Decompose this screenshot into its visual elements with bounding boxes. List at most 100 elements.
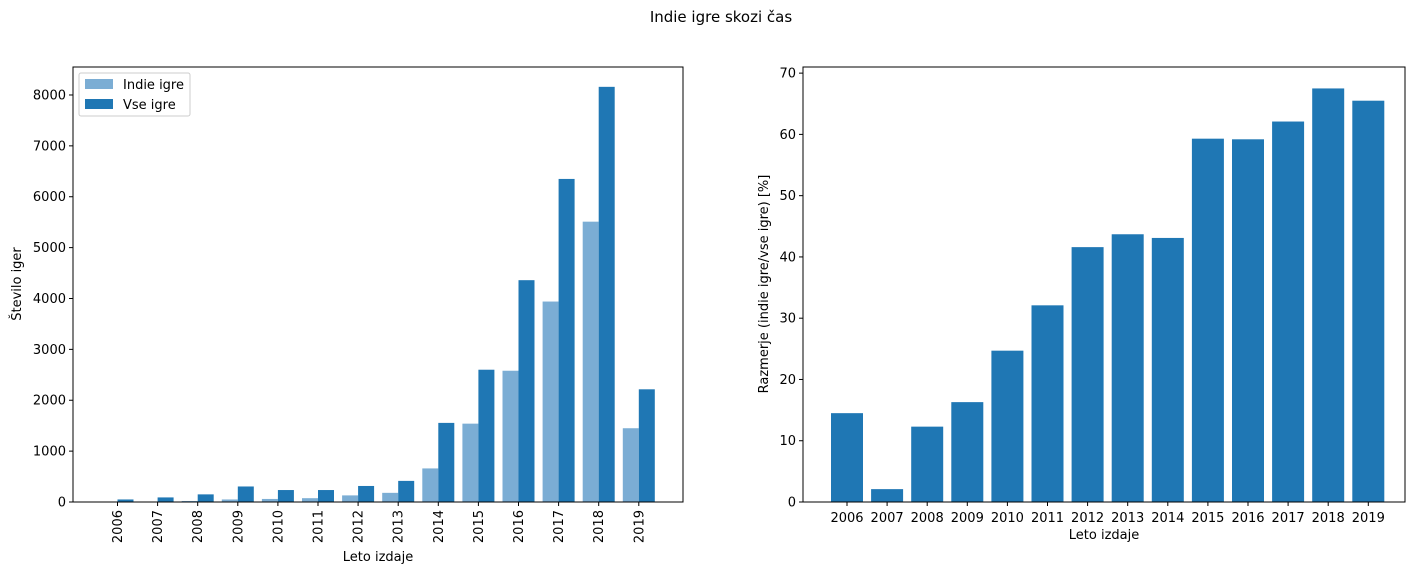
left-bar-indie-2019	[622, 428, 639, 502]
left-bar-indie-2012	[342, 495, 359, 502]
left-bar-all-2007	[157, 497, 174, 502]
right-x-axis-label: Leto izdaje	[1069, 528, 1139, 543]
left-x-tick-label: 2012	[352, 510, 367, 543]
left-bar-all-2011	[318, 490, 334, 502]
right-chart: 2006 2007 2008 2009 2010 2011 2012 2013 2014 2015…	[757, 66, 1406, 543]
left-bar-all-2006	[117, 499, 134, 502]
right-x-tick-label: 2017	[1272, 511, 1305, 526]
right-bar-2009	[951, 402, 984, 502]
left-y-tick-label: 0	[58, 496, 66, 511]
right-bar-2013	[1111, 234, 1144, 502]
right-x-tick-label: 2016	[1231, 511, 1264, 526]
left-bar-indie-2015	[462, 423, 479, 502]
right-bar-2011	[1031, 305, 1064, 502]
left-bar-all-2019	[638, 389, 655, 502]
right-y-tick-label: 70	[779, 67, 796, 82]
right-x-tick-label: 2008	[911, 511, 944, 526]
right-x-tick-label: 2015	[1191, 511, 1224, 526]
left-x-tick-label: 2013	[392, 510, 407, 543]
left-bar-all-2012	[358, 485, 375, 502]
right-bar-2008	[911, 426, 944, 502]
right-y-tick-label: 10	[779, 434, 796, 449]
left-y-tick-label: 1000	[33, 445, 66, 460]
left-bar-all-2015	[478, 369, 495, 502]
left-y-axis-label: Število iger	[9, 247, 25, 321]
right-x-tick-label: 2012	[1071, 511, 1104, 526]
left-bar-all-2009	[237, 486, 254, 502]
right-bars	[831, 88, 1385, 503]
left-bar-all-2017	[558, 178, 575, 502]
right-bar-2007	[871, 489, 904, 502]
legend-swatch-indie	[85, 79, 113, 89]
left-x-axis-label: Leto izdaje	[343, 550, 413, 565]
left-x-tick-label: 2010	[271, 510, 286, 543]
left-bar-indie-2018	[582, 221, 599, 503]
right-y-tick-label: 30	[779, 312, 796, 327]
left-bar-all-2016	[518, 280, 535, 502]
right-y-tick-label: 40	[779, 250, 796, 265]
left-y-tick-label: 5000	[33, 241, 66, 256]
right-x-tick-label: 2007	[871, 511, 904, 526]
left-bar-indie-2014	[422, 468, 439, 502]
legend-label-indie: Indie igre	[123, 78, 184, 93]
left-x-tick-label: 2014	[432, 510, 447, 543]
left-plot-frame	[72, 66, 684, 503]
right-bar-2018	[1312, 88, 1345, 502]
left-bar-all-2014	[438, 422, 455, 502]
right-bar-2015	[1191, 138, 1224, 502]
right-y-tick-label: 50	[779, 189, 796, 204]
right-bar-2010	[991, 350, 1024, 502]
legend-label-all: Vse igre	[123, 98, 176, 113]
left-bars	[101, 86, 655, 503]
right-plot-frame	[802, 66, 1406, 503]
left-x-tick-label: 2008	[191, 510, 206, 543]
left-bar-all-2008	[197, 494, 214, 502]
left-x-tick-label: 2016	[512, 510, 527, 543]
right-bar-2017	[1272, 121, 1305, 502]
left-bar-indie-2011	[302, 498, 318, 502]
left-bar-all-2013	[398, 480, 415, 502]
right-bar-2016	[1232, 139, 1264, 503]
left-bar-all-2018	[598, 86, 615, 502]
left-bar-indie-2009	[221, 499, 238, 502]
right-x-tick-label: 2006	[830, 511, 863, 526]
left-x-tick-label: 2006	[111, 510, 126, 543]
left-bar-indie-2010	[261, 498, 278, 502]
left-bar-indie-2016	[502, 370, 519, 502]
right-bar-2019	[1352, 100, 1385, 502]
left-y-tick-label: 4000	[33, 292, 66, 307]
left-x-tick-label: 2009	[231, 510, 246, 543]
right-axis-ticks: 2006 2007 2008 2009 2010 2011 2012 2013 2014 2015…	[779, 67, 1384, 526]
left-y-tick-label: 6000	[33, 190, 66, 205]
figure-suptitle: Indie igre skozi čas	[650, 8, 793, 26]
left-bar-indie-2013	[382, 492, 399, 502]
left-axis-ticks: 2006 2007 2008 2009 2010 2011 2012 2013 2014 2015…	[33, 88, 647, 543]
left-y-tick-label: 3000	[33, 343, 66, 358]
right-x-tick-label: 2018	[1312, 511, 1345, 526]
right-x-tick-label: 2010	[991, 511, 1024, 526]
left-bar-all-2010	[277, 490, 294, 502]
left-bar-indie-2017	[542, 301, 559, 502]
left-x-tick-label: 2018	[592, 510, 607, 543]
right-y-axis-label: Razmerje (indie igre/vse igre) [%]	[757, 175, 772, 394]
left-x-tick-label: 2017	[552, 510, 567, 543]
left-y-tick-label: 2000	[33, 394, 66, 409]
right-x-tick-label: 2014	[1151, 511, 1184, 526]
left-y-tick-label: 8000	[33, 88, 66, 103]
left-x-tick-label: 2007	[151, 510, 166, 543]
left-chart: 2006 2007 2008 2009 2010 2011 2012 2013 2014 2015…	[9, 66, 684, 565]
left-bar-indie-2008	[181, 500, 198, 502]
left-x-tick-label: 2015	[472, 510, 487, 543]
right-y-tick-label: 60	[779, 128, 796, 143]
right-x-tick-label: 2009	[951, 511, 984, 526]
left-x-tick-label: 2019	[632, 510, 647, 543]
right-y-tick-label: 0	[788, 496, 796, 511]
right-bar-2014	[1151, 237, 1184, 502]
right-y-tick-label: 20	[779, 373, 796, 388]
left-y-tick-label: 7000	[33, 139, 66, 154]
right-x-tick-label: 2013	[1111, 511, 1144, 526]
right-x-tick-label: 2011	[1031, 511, 1064, 526]
right-bar-2006	[831, 413, 863, 502]
left-x-tick-label: 2011	[312, 510, 327, 543]
